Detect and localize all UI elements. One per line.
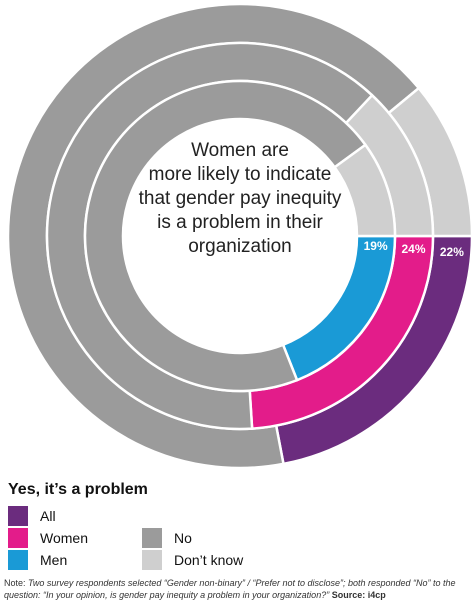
legend-title: Yes, it’s a problem — [8, 481, 148, 498]
donut-rings — [6, 2, 474, 470]
legend-label-women: Women — [40, 530, 88, 546]
center-text-line-5: organization — [188, 236, 292, 257]
legend-label-no: No — [174, 530, 192, 546]
pct-label-women: 24% — [401, 242, 425, 256]
legend-label-all: All — [40, 508, 56, 524]
source-label: Source: — [331, 590, 366, 600]
legend-swatch-women — [8, 528, 28, 548]
note-text: Two survey respondents selected “Gender … — [4, 578, 456, 600]
note-prefix: Note: — [4, 578, 29, 588]
legend-swatch-men — [8, 550, 28, 570]
donut-chart: Women are more likely to indicate that gen… — [6, 2, 474, 470]
pct-label-men: 19% — [364, 239, 388, 253]
footnote: Note: Two survey respondents selected “G… — [4, 577, 472, 601]
center-text-line-2: more likely to indicate — [149, 164, 332, 185]
center-text-line-1: Women are — [191, 140, 289, 161]
legend-item-dont-know: Don’t know — [142, 550, 243, 570]
legend-swatch-all — [8, 506, 28, 526]
legend-item-all: All — [8, 506, 56, 526]
legend-swatch-dont-know — [142, 550, 162, 570]
legend-item-men: Men — [8, 550, 67, 570]
center-text-line-3: that gender pay inequity — [139, 188, 342, 209]
legend-label-men: Men — [40, 552, 68, 568]
pct-label-all: 22% — [440, 245, 464, 259]
legend-swatch-no — [142, 528, 162, 548]
source-value: i4cp — [367, 590, 386, 600]
legend-item-women: Women — [8, 528, 88, 548]
center-title: Women are more likely to indicate that gen… — [139, 140, 342, 257]
percent-labels: 22% 24% 19% — [364, 239, 465, 259]
center-text-line-4: is a problem in their — [157, 212, 323, 233]
ring-men-dont-know-segment — [332, 143, 397, 238]
ring-men-no-segment — [83, 79, 368, 393]
legend-label-dont-know: Don’t know — [174, 552, 244, 568]
legend-item-no: No — [142, 528, 192, 548]
